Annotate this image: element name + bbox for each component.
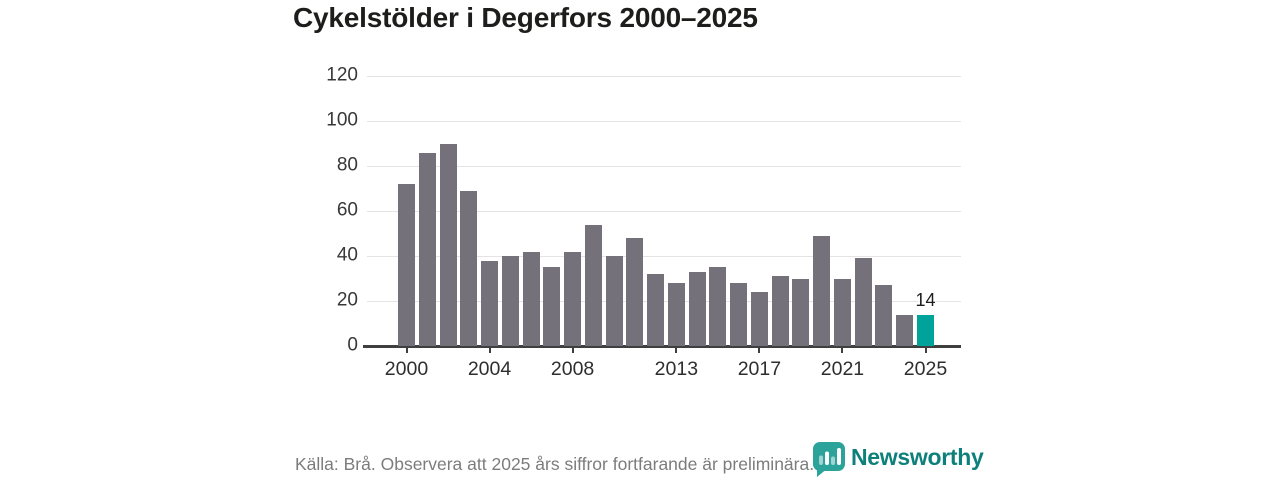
bar-2014 (688, 271, 706, 346)
bar-2025 (917, 314, 934, 346)
plot-area: 0 20 40 60 80 100 120 2000 2004 2008 2013 2017 2021 2… (326, 65, 961, 380)
y-axis-tick-label-0: 0 (347, 334, 358, 356)
bar-2020 (813, 235, 831, 346)
gridline-40 (367, 256, 961, 257)
bar-2013 (667, 283, 685, 346)
y-axis-tick-label-60: 60 (336, 199, 358, 221)
source-note: Källa: Brå. Observera att 2025 års siffr… (295, 454, 815, 474)
x-axis-tick-label-2000: 2000 (384, 358, 429, 380)
x-axis-tick-2000 (405, 347, 408, 353)
y-axis-tick-label-80: 80 (336, 154, 358, 176)
x-axis-tick-label-2008: 2008 (550, 358, 595, 380)
bar-2006 (522, 251, 540, 346)
bar-2005 (501, 256, 519, 346)
bar-2003 (460, 190, 478, 346)
bar-2024 (896, 314, 914, 346)
x-axis-tick-label-2017: 2017 (737, 358, 782, 380)
bar-2007 (543, 267, 561, 346)
bar-2015 (709, 267, 727, 346)
y-axis-tick-label-100: 100 (326, 109, 358, 131)
bar-2023 (875, 285, 893, 346)
gridline-80 (367, 166, 961, 167)
x-axis-tick-label-2025: 2025 (903, 358, 948, 380)
bar-2018 (771, 276, 789, 346)
x-axis-tick-label-2013: 2013 (654, 358, 699, 380)
value-label-2025: 14 (915, 289, 936, 310)
x-axis-tick-2013 (675, 347, 678, 353)
bar-2017 (750, 292, 768, 346)
x-axis-line (363, 345, 961, 348)
bar-2022 (854, 258, 872, 346)
bar-2016 (730, 283, 748, 346)
x-axis-tick-2008 (571, 347, 574, 353)
newsworthy-logo: Newsworthy (812, 441, 984, 478)
x-axis-tick-label-2021: 2021 (820, 358, 865, 380)
bar-2019 (792, 278, 810, 346)
x-axis-tick-2017 (758, 347, 761, 353)
brand-name: Newsworthy (851, 444, 984, 470)
x-axis-tick-2025 (924, 347, 927, 353)
bar-2012 (647, 274, 665, 346)
bar-2000 (398, 184, 415, 346)
newsworthy-bubble-chart-icon (812, 441, 846, 478)
bar-2011 (626, 238, 644, 346)
bar-2009 (584, 224, 602, 346)
y-axis-tick-label-120: 120 (326, 64, 358, 86)
x-axis-tick-label-2004: 2004 (467, 358, 512, 380)
bar-2001 (418, 152, 436, 346)
bar-2008 (564, 251, 582, 346)
x-axis-tick-2021 (841, 347, 844, 353)
bar-2002 (439, 143, 457, 346)
bar-2021 (833, 278, 851, 346)
x-axis-tick-2004 (488, 347, 491, 353)
y-axis-tick-label-40: 40 (336, 244, 358, 266)
bar-2004 (481, 260, 499, 346)
bar-2010 (605, 256, 623, 346)
gridline-120 (367, 76, 961, 77)
gridline-100 (367, 121, 961, 122)
chart-title: Cykelstölder i Degerfors 2000–2025 (293, 2, 758, 33)
y-axis-tick-label-20: 20 (336, 289, 358, 311)
gridline-60 (367, 211, 961, 212)
